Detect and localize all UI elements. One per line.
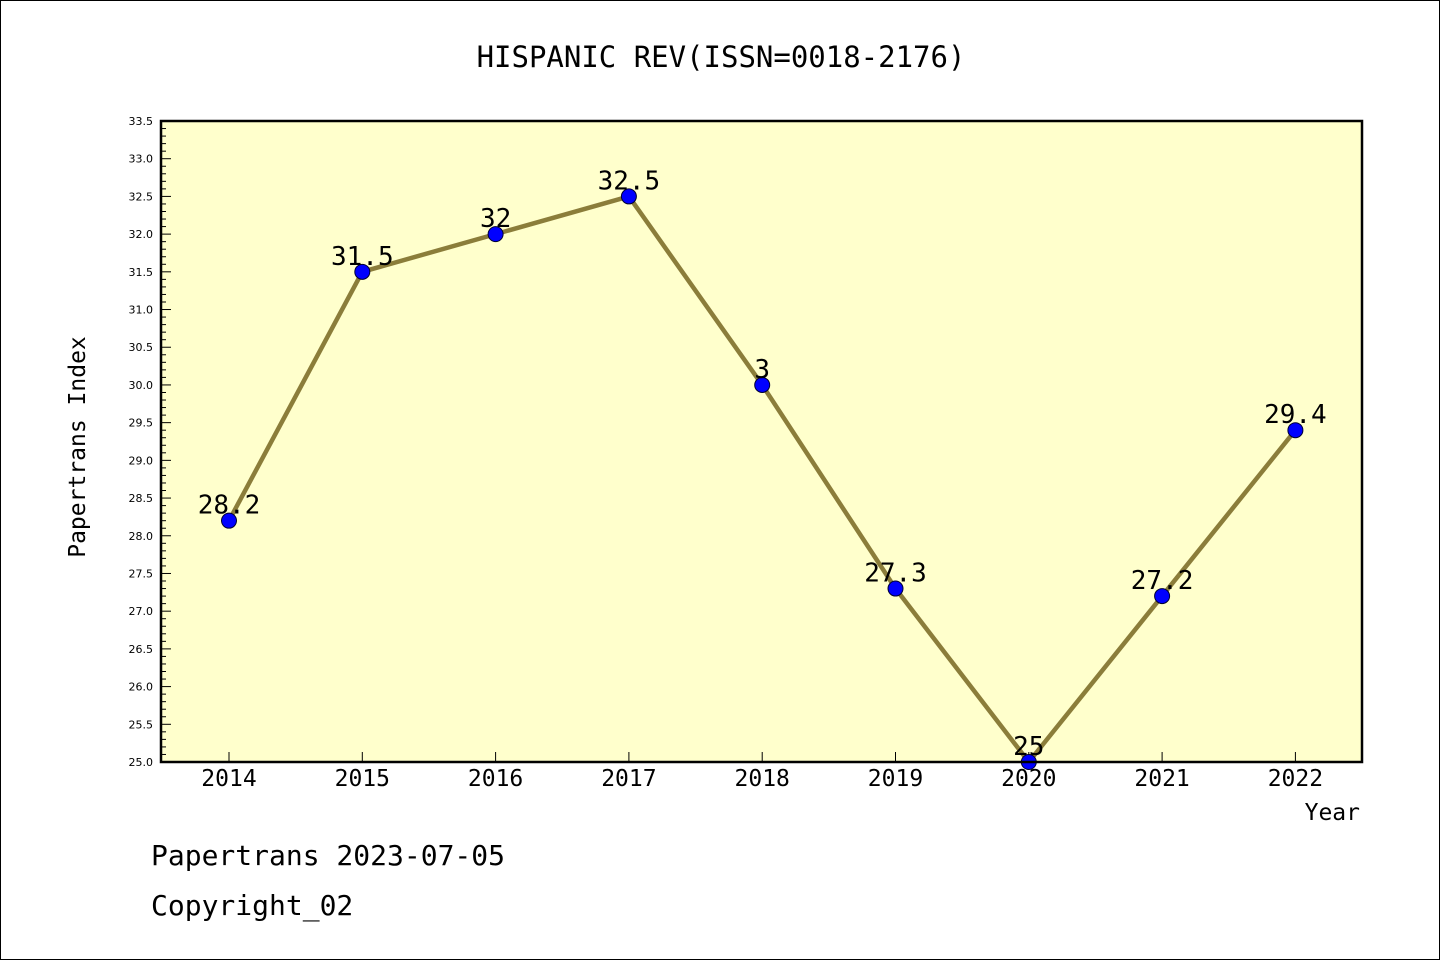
y-tick-label: 33.5 — [129, 115, 154, 128]
data-point — [487, 226, 504, 243]
y-tick-label: 31.0 — [129, 304, 154, 317]
x-tick-label: 2017 — [601, 766, 656, 792]
y-tick-label: 28.0 — [129, 530, 154, 543]
x-tick-label: 2015 — [335, 766, 390, 792]
chart-title: HISPANIC REV(ISSN=0018-2176) — [477, 40, 966, 74]
y-tick-label: 28.5 — [129, 492, 154, 505]
x-tick-label: 2021 — [1134, 766, 1189, 792]
data-label: 27.2 — [1131, 566, 1194, 596]
series-line-group — [221, 188, 1304, 770]
y-tick-label: 29.5 — [129, 417, 154, 430]
data-label: 32.5 — [598, 166, 661, 196]
y-tick-label: 29.0 — [129, 454, 154, 467]
y-tick-label: 33.0 — [129, 153, 154, 166]
plot-border — [159, 119, 1364, 764]
data-point — [620, 188, 637, 205]
data-point — [754, 376, 771, 393]
y-tick-label: 26.0 — [129, 681, 154, 694]
y-tick-label: 30.0 — [129, 379, 154, 392]
footer-copyright: Copyright_02 — [151, 889, 353, 923]
x-axis: 2014 2015 2016 2017 2018 2019 2020 2021 2022 — [201, 752, 1323, 792]
x-tick-label: 2018 — [735, 766, 790, 792]
x-tick-label: 2022 — [1268, 766, 1323, 792]
y-tick-label: 32.5 — [129, 190, 154, 203]
data-point — [887, 580, 904, 597]
data-label: 32 — [480, 204, 511, 234]
data-label: 31.5 — [331, 242, 394, 272]
data-point — [1154, 588, 1171, 605]
data-label: 3 — [754, 355, 770, 385]
x-tick-label: 2014 — [201, 766, 256, 792]
y-tick-label: 27.0 — [129, 605, 154, 618]
footer-date: Papertrans 2023-07-05 — [151, 839, 505, 872]
y-tick-label: 30.5 — [129, 341, 154, 354]
data-point — [1287, 422, 1304, 439]
x-tick-label: 2020 — [1001, 766, 1056, 792]
data-label-group: 28.2 31.5 32 32.5 3 27.3 25 27.2 29.4 — [198, 166, 1327, 762]
y-tick-label: 26.5 — [129, 643, 154, 656]
y-tick-label: 32.0 — [129, 228, 154, 241]
data-point — [221, 512, 237, 529]
data-label: 25 — [1013, 732, 1044, 762]
y-axis-label: Papertrans Index — [65, 336, 91, 558]
data-label: 29.4 — [1264, 400, 1327, 430]
y-tick-label: 25.5 — [129, 718, 154, 731]
y-tick-label: 25.0 — [129, 756, 154, 769]
data-label: 28.2 — [198, 491, 261, 521]
x-tick-label: 2016 — [468, 766, 523, 792]
data-point — [354, 263, 371, 280]
y-tick-label: 31.5 — [129, 266, 154, 279]
y-tick-label: 27.5 — [129, 567, 154, 580]
plot-area — [161, 121, 1362, 762]
x-tick-label: 2019 — [868, 766, 923, 792]
data-label: 27.3 — [864, 559, 927, 589]
x-axis-label: Year — [1305, 800, 1360, 826]
